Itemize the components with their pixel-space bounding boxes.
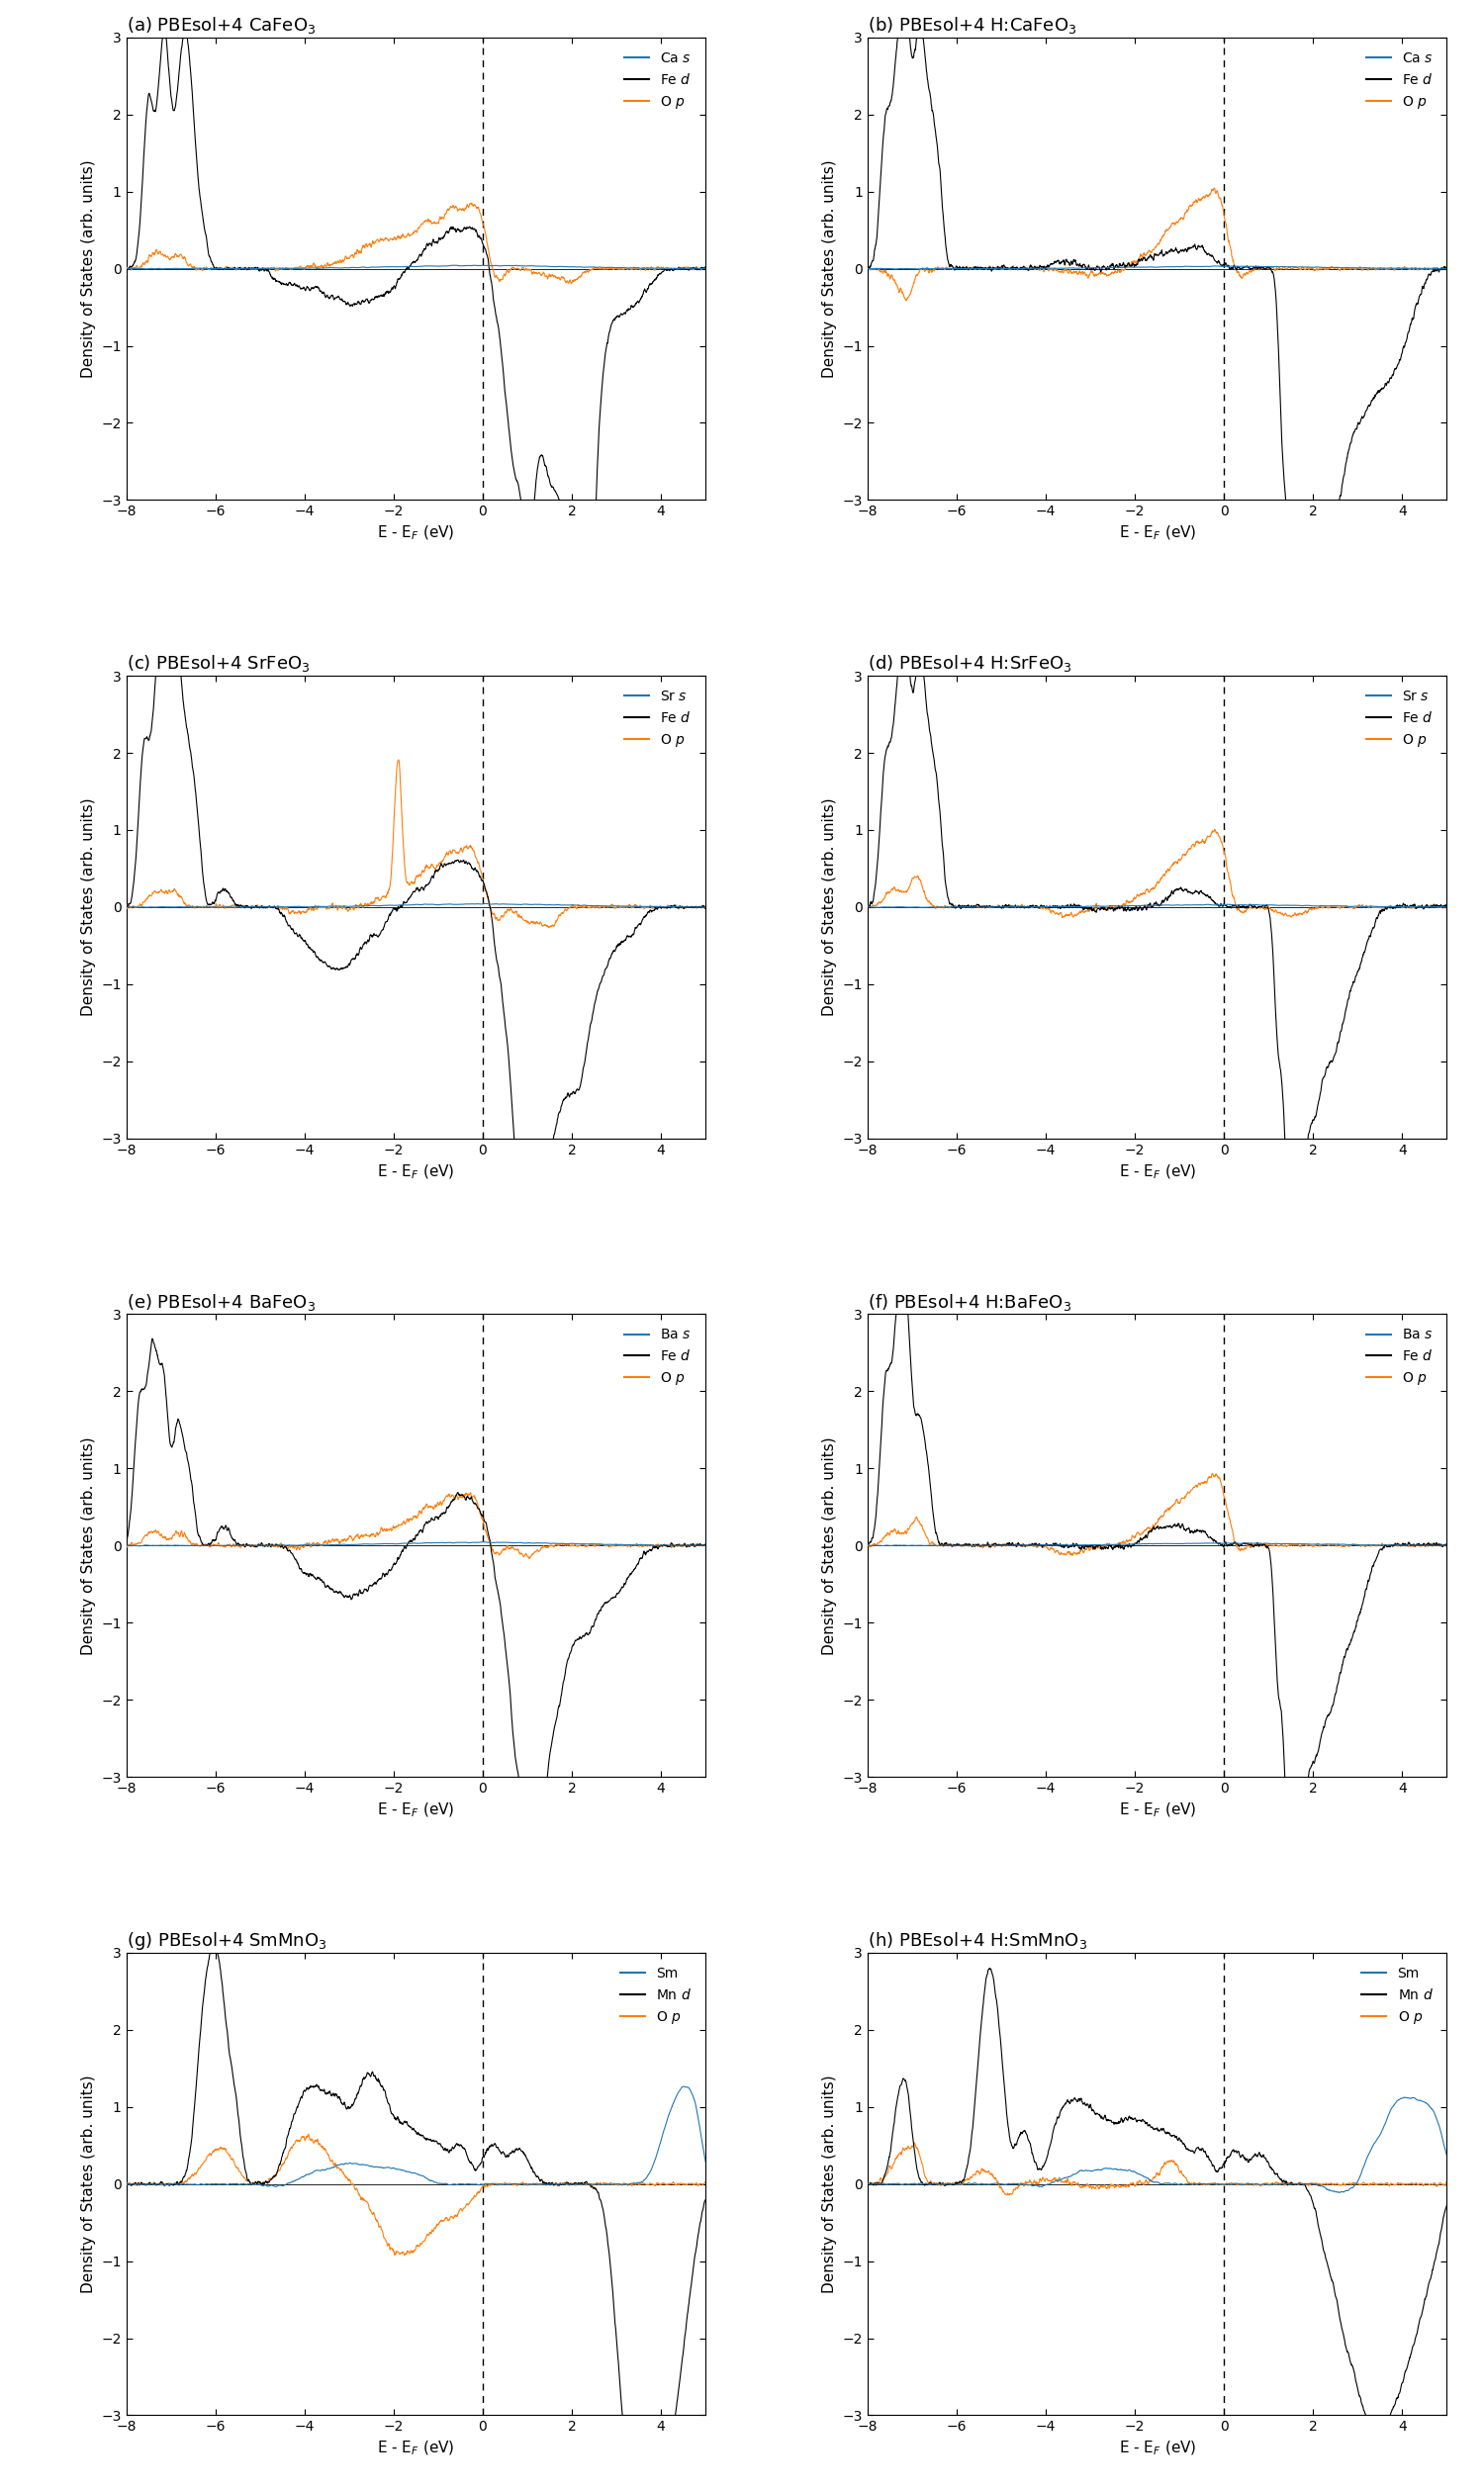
X-axis label: E - E$_F$ (eV): E - E$_F$ (eV) — [377, 1800, 454, 1820]
Text: (b) PBEsol+4 H:CaFeO$_3$: (b) PBEsol+4 H:CaFeO$_3$ — [868, 15, 1077, 35]
Text: (c) PBEsol+4 SrFeO$_3$: (c) PBEsol+4 SrFeO$_3$ — [126, 652, 310, 675]
X-axis label: E - E$_F$ (eV): E - E$_F$ (eV) — [1119, 2440, 1196, 2458]
X-axis label: E - E$_F$ (eV): E - E$_F$ (eV) — [1119, 523, 1196, 543]
Legend: Sr $s$, Fe $d$, O $p$: Sr $s$, Fe $d$, O $p$ — [1359, 682, 1439, 754]
Text: (g) PBEsol+4 SmMnO$_3$: (g) PBEsol+4 SmMnO$_3$ — [126, 1930, 326, 1952]
Y-axis label: Density of States (arb. units): Density of States (arb. units) — [822, 2074, 837, 2293]
Text: (f) PBEsol+4 H:BaFeO$_3$: (f) PBEsol+4 H:BaFeO$_3$ — [868, 1292, 1071, 1312]
X-axis label: E - E$_F$ (eV): E - E$_F$ (eV) — [377, 523, 454, 543]
X-axis label: E - E$_F$ (eV): E - E$_F$ (eV) — [1119, 1163, 1196, 1180]
Text: (a) PBEsol+4 CaFeO$_3$: (a) PBEsol+4 CaFeO$_3$ — [126, 15, 316, 35]
X-axis label: E - E$_F$ (eV): E - E$_F$ (eV) — [377, 1163, 454, 1180]
Y-axis label: Density of States (arb. units): Density of States (arb. units) — [822, 159, 837, 378]
Legend: Sm, Mn $d$, O $p$: Sm, Mn $d$, O $p$ — [613, 1960, 699, 2032]
Legend: Ba $s$, Fe $d$, O $p$: Ba $s$, Fe $d$, O $p$ — [617, 1322, 699, 1394]
Legend: Sm, Mn $d$, O $p$: Sm, Mn $d$, O $p$ — [1355, 1960, 1439, 2032]
Legend: Ba $s$, Fe $d$, O $p$: Ba $s$, Fe $d$, O $p$ — [1359, 1322, 1439, 1394]
Legend: Sr $s$, Fe $d$, O $p$: Sr $s$, Fe $d$, O $p$ — [617, 682, 699, 754]
Y-axis label: Density of States (arb. units): Density of States (arb. units) — [80, 159, 95, 378]
X-axis label: E - E$_F$ (eV): E - E$_F$ (eV) — [377, 2440, 454, 2458]
Legend: Ca $s$, Fe $d$, O $p$: Ca $s$, Fe $d$, O $p$ — [617, 45, 699, 117]
Text: (d) PBEsol+4 H:SrFeO$_3$: (d) PBEsol+4 H:SrFeO$_3$ — [868, 652, 1071, 675]
Text: (e) PBEsol+4 BaFeO$_3$: (e) PBEsol+4 BaFeO$_3$ — [126, 1292, 315, 1312]
Y-axis label: Density of States (arb. units): Density of States (arb. units) — [80, 2074, 95, 2293]
Text: (h) PBEsol+4 H:SmMnO$_3$: (h) PBEsol+4 H:SmMnO$_3$ — [868, 1930, 1088, 1950]
X-axis label: E - E$_F$ (eV): E - E$_F$ (eV) — [1119, 1800, 1196, 1820]
Y-axis label: Density of States (arb. units): Density of States (arb. units) — [80, 1437, 95, 1656]
Legend: Ca $s$, Fe $d$, O $p$: Ca $s$, Fe $d$, O $p$ — [1359, 45, 1439, 117]
Y-axis label: Density of States (arb. units): Density of States (arb. units) — [822, 1437, 837, 1656]
Y-axis label: Density of States (arb. units): Density of States (arb. units) — [822, 797, 837, 1016]
Y-axis label: Density of States (arb. units): Density of States (arb. units) — [80, 797, 95, 1016]
